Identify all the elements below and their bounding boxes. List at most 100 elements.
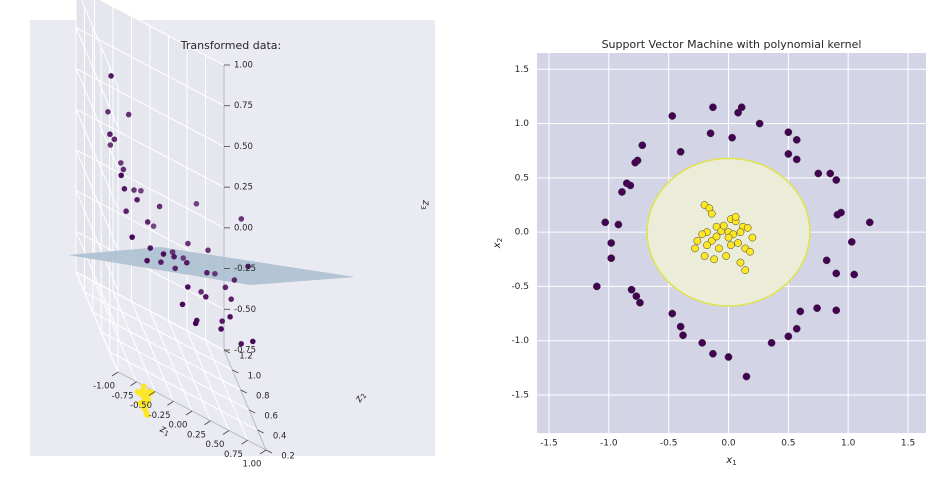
data-point (698, 339, 707, 347)
x-tick-label: -0.75 (112, 391, 134, 401)
z-tick-label: 0.25 (234, 183, 253, 193)
data-point-outer (238, 216, 245, 222)
x-tick (241, 439, 248, 445)
x-tick (185, 410, 193, 416)
data-point-outer (198, 289, 204, 295)
x-tick-label: 1.5 (901, 439, 915, 449)
x-tick-label: -1.00 (93, 382, 115, 392)
z-tick-label: 1.00 (234, 61, 253, 71)
data-point (746, 247, 754, 256)
x-axis-label: z1 (157, 423, 171, 438)
right-svm-panel: -1.5 -1.0 -0.5 0.0 0.5 1.0 1.5 1.5 1.0 0.5 0.0 -0.5… (470, 0, 943, 474)
data-point (784, 128, 793, 137)
data-point (742, 372, 751, 381)
data-point (710, 255, 718, 264)
data-point (626, 181, 635, 190)
data-point (748, 233, 757, 242)
data-point (638, 141, 647, 150)
data-point (792, 136, 801, 144)
y-tick-label: 0.0 (515, 228, 530, 238)
data-point (728, 133, 736, 142)
x-tick (222, 430, 230, 435)
data-point-outer (228, 296, 234, 302)
data-point (784, 150, 793, 158)
grid-floor-x (131, 301, 174, 402)
grid-left-z (75, 271, 119, 373)
z-tick-label: 0.50 (234, 142, 253, 152)
y-tick-label: 0.5 (515, 173, 529, 183)
data-point-outer (118, 160, 124, 166)
grid-back-z (75, 67, 225, 147)
data-point (707, 209, 716, 218)
y-tick (240, 389, 247, 394)
y-tick-label: 0.6 (264, 412, 278, 422)
data-point (668, 309, 677, 318)
z-tick-label: -0.25 (234, 264, 256, 274)
x-tick-label: -0.25 (149, 411, 171, 421)
grid-left-z (75, 68, 119, 169)
grid-left-z (80, 0, 119, 88)
grid-floor-y (100, 331, 250, 411)
data-point (813, 304, 821, 312)
data-point-outer (107, 131, 113, 138)
data-point (715, 244, 723, 253)
y-tick-label: 0.4 (273, 432, 287, 442)
grid-back-z (99, 0, 225, 66)
data-point-outer (245, 263, 251, 270)
y-tick (232, 369, 239, 374)
chart-title: Support Vector Machine with polynomial k… (602, 38, 862, 51)
y-tick-label: 0.2 (281, 452, 295, 462)
y-tick (265, 449, 273, 454)
data-point-outer (160, 251, 167, 257)
data-point-outer (111, 136, 118, 143)
data-point (614, 220, 623, 229)
data-point-outer (158, 259, 164, 265)
data-point (865, 218, 874, 227)
separating-plane (68, 247, 355, 285)
data-point-outer (171, 253, 177, 260)
grid-left-z (75, 149, 119, 251)
x-tick (111, 371, 119, 377)
z-tick-label: 0.00 (234, 223, 253, 233)
data-point (832, 176, 841, 184)
x-tick (204, 420, 211, 426)
grid-floor-x (205, 340, 248, 441)
x-tick-label: -0.5 (660, 439, 678, 449)
data-point-outer (134, 196, 140, 203)
data-point (847, 238, 856, 246)
data-point (712, 232, 721, 241)
data-point-outer (185, 284, 191, 290)
y-axis-label: z2 (353, 390, 369, 405)
data-point (700, 252, 709, 260)
y-axis-label: x2 (492, 238, 504, 249)
z-tick-label: -0.50 (234, 305, 256, 315)
x-tick-label: 0.75 (224, 450, 243, 460)
data-point-outer (227, 314, 233, 320)
grid-back-z (75, 230, 225, 310)
grid-back-z (75, 149, 225, 229)
data-point-outer (121, 186, 128, 192)
grid-left-z (75, 27, 119, 128)
data-point-outer (184, 259, 190, 266)
y-tick-label: 1.2 (239, 352, 253, 362)
data-point (693, 236, 702, 245)
grid-floor-y (84, 291, 233, 371)
grid-floor-x (112, 291, 156, 392)
y-tick-label: 1.0 (515, 119, 530, 129)
grid-floor-y (92, 311, 242, 391)
data-point-outer (193, 200, 200, 207)
grid-left-z (75, 231, 119, 332)
data-point-inner (136, 400, 143, 407)
data-point-outer (238, 341, 244, 347)
x-tick-label: 0.25 (187, 430, 206, 440)
grid-floor-x (186, 330, 230, 431)
y-tick (223, 349, 231, 354)
data-point-outer (222, 284, 229, 291)
data-point (741, 266, 750, 274)
data-point (607, 239, 616, 247)
data-point (736, 228, 745, 236)
data-point-outer (231, 277, 238, 283)
data-point-outer (172, 265, 178, 272)
data-point (784, 332, 793, 341)
data-point (706, 129, 715, 138)
